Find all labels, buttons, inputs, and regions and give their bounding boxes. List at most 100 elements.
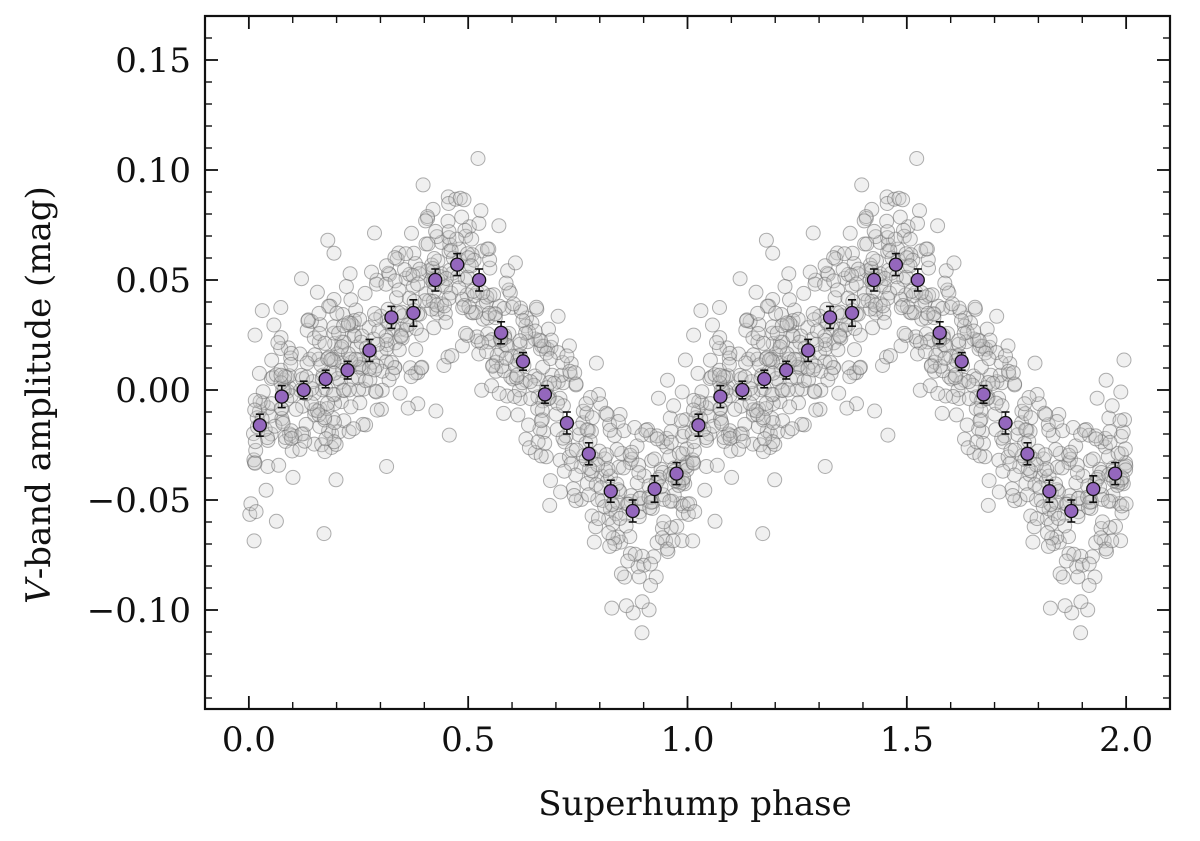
raw-points-layer <box>242 151 1134 641</box>
raw-point <box>1077 422 1093 438</box>
raw-point <box>474 335 490 351</box>
raw-point <box>980 497 996 513</box>
raw-point <box>800 361 816 377</box>
raw-point <box>426 251 442 266</box>
raw-point <box>848 276 864 292</box>
raw-point <box>791 395 806 411</box>
raw-point <box>868 297 884 313</box>
raw-point <box>875 358 890 373</box>
raw-point <box>1089 390 1105 406</box>
raw-point <box>1073 427 1089 443</box>
binned-point <box>713 389 728 404</box>
raw-point <box>1113 384 1129 400</box>
raw-point <box>613 566 629 582</box>
raw-point <box>1054 460 1070 476</box>
binned-point <box>691 418 706 433</box>
raw-point <box>294 271 309 287</box>
raw-point <box>400 400 416 416</box>
raw-point <box>264 352 280 368</box>
raw-point <box>721 356 737 372</box>
raw-point <box>971 333 987 349</box>
raw-point <box>1102 424 1118 440</box>
binned-point <box>471 272 487 288</box>
raw-point <box>498 350 514 366</box>
raw-point <box>268 513 284 529</box>
raw-point <box>806 312 822 328</box>
raw-point <box>584 463 600 479</box>
raw-point <box>780 382 796 398</box>
raw-point <box>392 385 408 401</box>
raw-point <box>665 533 681 549</box>
raw-point <box>1025 534 1041 550</box>
raw-point <box>735 433 751 449</box>
raw-point <box>507 255 523 271</box>
raw-point <box>252 394 268 410</box>
raw-point <box>297 433 313 449</box>
raw-point <box>854 177 870 193</box>
raw-point <box>1040 538 1056 554</box>
raw-point <box>1069 465 1085 481</box>
raw-point <box>765 434 781 450</box>
raw-point <box>856 213 872 229</box>
raw-point <box>880 427 896 443</box>
raw-point <box>389 251 405 267</box>
raw-point <box>530 434 546 450</box>
raw-point <box>900 299 915 315</box>
raw-point <box>847 342 862 358</box>
raw-point <box>985 375 1001 391</box>
raw-point <box>967 299 983 315</box>
raw-point <box>586 534 602 550</box>
raw-point <box>921 260 936 276</box>
raw-point <box>471 215 487 231</box>
raw-point <box>966 323 982 339</box>
raw-point <box>518 431 534 447</box>
raw-point <box>886 191 902 207</box>
binned-point <box>406 305 421 321</box>
raw-point <box>1018 422 1034 438</box>
raw-point <box>686 455 702 471</box>
raw-point <box>1073 594 1089 610</box>
raw-point <box>826 273 842 289</box>
raw-point <box>772 339 788 355</box>
binned-point <box>384 310 399 325</box>
raw-point <box>647 451 663 467</box>
raw-point <box>656 491 672 507</box>
binned-point <box>954 354 969 369</box>
raw-point <box>475 285 491 301</box>
raw-point <box>522 374 538 390</box>
raw-point <box>773 307 789 322</box>
raw-point <box>283 345 299 361</box>
raw-point <box>543 332 559 348</box>
raw-point <box>283 350 299 366</box>
raw-point <box>912 382 928 398</box>
raw-point <box>1042 600 1058 616</box>
raw-point <box>581 487 597 503</box>
raw-point <box>523 391 539 407</box>
raw-point <box>251 365 267 381</box>
raw-point <box>643 556 658 572</box>
binned-point <box>1108 466 1123 481</box>
y-tick-label: 0.00 <box>115 371 191 411</box>
binned-point <box>537 387 553 402</box>
raw-point <box>995 463 1011 479</box>
raw-point <box>481 305 497 321</box>
raw-point <box>796 285 812 301</box>
raw-point <box>510 407 526 423</box>
raw-point <box>739 313 754 329</box>
raw-point <box>264 396 280 412</box>
raw-point <box>579 422 595 438</box>
raw-point <box>682 496 698 512</box>
binned-point <box>296 382 311 398</box>
raw-point <box>405 279 421 294</box>
raw-point <box>887 231 903 247</box>
raw-point <box>991 452 1007 468</box>
raw-point <box>1112 413 1128 429</box>
binned-point <box>274 389 289 404</box>
raw-point <box>400 317 415 333</box>
raw-point <box>902 258 918 274</box>
raw-point <box>782 399 798 415</box>
raw-point <box>568 467 584 483</box>
raw-point <box>842 369 858 385</box>
raw-point <box>311 305 327 321</box>
